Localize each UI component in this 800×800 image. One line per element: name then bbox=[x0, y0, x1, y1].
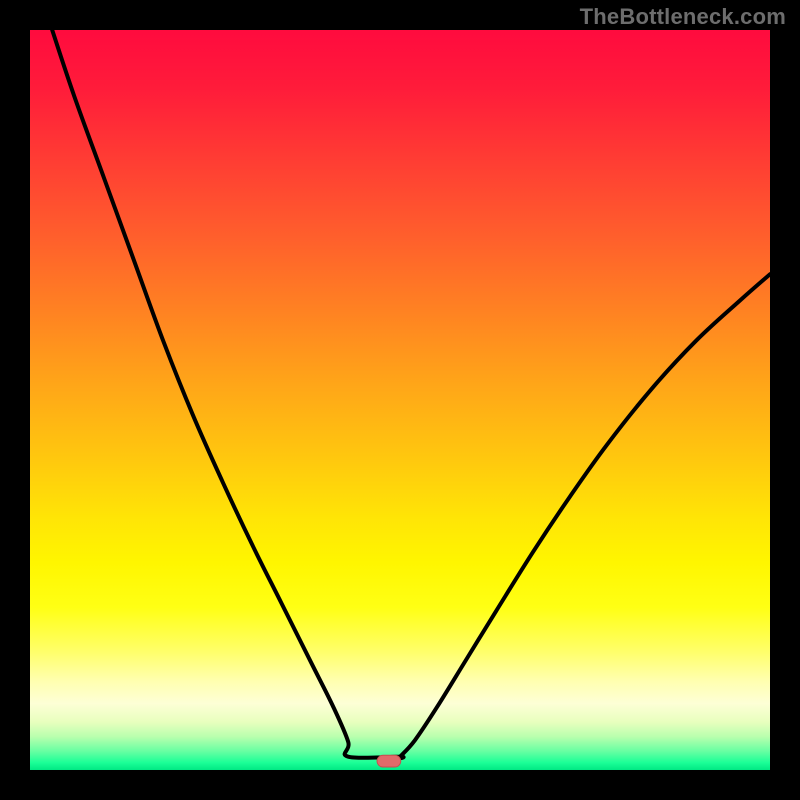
bottleneck-chart bbox=[0, 0, 800, 800]
curve-minimum-marker bbox=[377, 755, 401, 767]
plot-background bbox=[30, 30, 770, 770]
watermark-text: TheBottleneck.com bbox=[580, 4, 786, 30]
chart-root: TheBottleneck.com bbox=[0, 0, 800, 800]
